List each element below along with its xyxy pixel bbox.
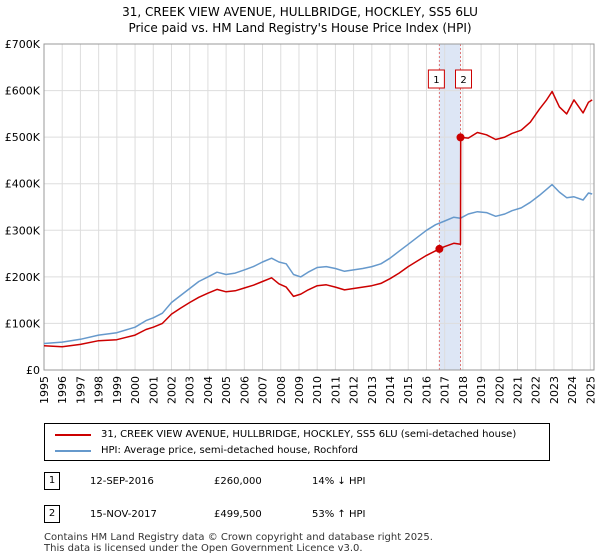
chart-subtitle: Price paid vs. HM Land Registry's House … [128, 21, 472, 35]
x-tick-label: 2024 [566, 376, 579, 404]
sale-badge: 2 [44, 505, 60, 523]
sale-hpi-diff: 14% ↓ HPI [312, 476, 366, 487]
footer-licence: This data is licensed under the Open Gov… [44, 543, 363, 554]
x-tick-label: 2012 [348, 376, 361, 404]
sale-date: 12-SEP-2016 [90, 476, 154, 487]
hpi-series-line [43, 183, 593, 345]
sale-price: £499,500 [214, 509, 262, 520]
x-tick-label: 1997 [74, 376, 87, 404]
price-chart: 1 2 £0 £100K £200K £300K £400K £500K £600K £700K 1… [5, 38, 598, 404]
x-tick-label: 2009 [293, 376, 306, 404]
plot-frame [43, 43, 595, 371]
x-tick-label: 2000 [129, 376, 142, 404]
x-tick-label: 2019 [475, 376, 488, 404]
x-tick-label: 2025 [584, 376, 597, 404]
chart-title: 31, CREEK VIEW AVENUE, HULLBRIDGE, HOCKL… [122, 5, 478, 19]
x-tick-label: 1999 [111, 376, 124, 404]
x-tick-label: 2010 [311, 376, 324, 404]
x-tick-label: 2001 [147, 376, 160, 404]
sale-price: £260,000 [214, 476, 262, 487]
y-tick-label: £100K [5, 317, 41, 330]
sale-number-label: 1 [433, 75, 439, 86]
x-tick-label: 2020 [493, 376, 506, 404]
x-tick-label: 2004 [202, 376, 215, 404]
x-tick-label: 2013 [366, 376, 379, 404]
legend-label-hpi: HPI: Average price, semi-detached house,… [101, 445, 358, 456]
y-tick-label: £400K [5, 178, 41, 191]
x-tick-label: 2023 [548, 376, 561, 404]
x-tick-label: 2015 [402, 376, 415, 404]
y-tick-label: £700K [5, 38, 41, 51]
sale-hpi-diff: 53% ↑ HPI [312, 509, 366, 520]
x-tick-label: 2014 [384, 376, 397, 404]
y-tick-label: £0 [26, 364, 40, 377]
x-tick-label: 2008 [275, 376, 288, 404]
legend-label-property: 31, CREEK VIEW AVENUE, HULLBRIDGE, HOCKL… [101, 429, 517, 440]
x-tick-label: 1996 [56, 376, 69, 404]
sale-badge: 1 [44, 472, 60, 490]
sale-number-box [455, 69, 473, 89]
sale-number-box [427, 69, 445, 89]
legend: 31, CREEK VIEW AVENUE, HULLBRIDGE, HOCKL… [44, 423, 550, 461]
x-tick-label: 2016 [420, 376, 433, 404]
sale-point [456, 133, 465, 142]
y-tick-label: £200K [5, 271, 41, 284]
property-series-line [43, 90, 593, 348]
x-tick-label: 2022 [530, 376, 543, 404]
x-tick-label: 2018 [457, 376, 470, 404]
x-tick-label: 2003 [184, 376, 197, 404]
sale-date: 15-NOV-2017 [90, 509, 157, 520]
y-tick-label: £300K [5, 224, 41, 237]
x-tick-label: 2002 [165, 376, 178, 404]
x-tick-label: 2005 [220, 376, 233, 404]
x-tick-label: 1995 [38, 376, 51, 404]
x-tick-label: 2007 [257, 376, 270, 404]
sale-point [435, 244, 444, 253]
x-tick-label: 2021 [512, 376, 525, 404]
x-tick-label: 2017 [439, 376, 452, 404]
sale-highlight-band [439, 44, 461, 370]
y-tick-label: £600K [5, 85, 41, 98]
y-tick-label: £500K [5, 131, 41, 144]
legend-swatch-hpi [55, 450, 91, 452]
footer-copyright: Contains HM Land Registry data © Crown c… [44, 532, 433, 543]
legend-swatch-property [55, 434, 91, 436]
x-tick-label: 1998 [93, 376, 106, 404]
sale-number-label: 2 [460, 75, 466, 86]
x-tick-label: 2006 [238, 376, 251, 404]
x-tick-label: 2011 [329, 376, 342, 404]
